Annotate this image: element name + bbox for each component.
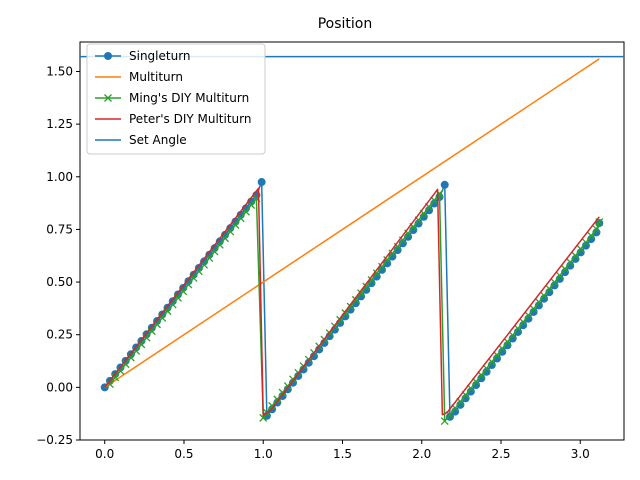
singleturn-point <box>440 180 449 189</box>
x-tick-label: 2.0 <box>412 447 431 461</box>
ming-s-diy-multiturn-point <box>561 265 569 273</box>
ming-s-diy-multiturn-point <box>487 357 496 366</box>
ming-s-diy-multiturn-point <box>121 360 130 369</box>
x-tick-label: 1.0 <box>254 447 273 461</box>
x-tick-label: 2.5 <box>491 447 510 461</box>
ming-s-diy-multiturn-point <box>346 302 355 311</box>
legend-entry-singleturn: Singleturn <box>95 49 191 63</box>
ming-s-diy-multiturn-point <box>508 331 517 340</box>
y-tick-label: 0.75 <box>46 222 73 236</box>
legend-entry-peter-s-diy-multiturn: Peter's DIY Multiturn <box>95 112 251 126</box>
legend-label: Set Angle <box>129 133 187 147</box>
ming-s-diy-multiturn-point <box>477 371 486 380</box>
ming-s-diy-multiturn-point <box>550 278 559 287</box>
ming-s-diy-multiturn-point <box>351 295 360 304</box>
legend-label: Peter's DIY Multiturn <box>129 112 251 126</box>
ming-s-diy-multiturn-point <box>519 318 528 327</box>
ming-s-diy-multiturn-point <box>498 344 507 353</box>
y-tick-label: 0.00 <box>46 380 73 394</box>
series-layer <box>80 55 624 426</box>
ming-s-diy-multiturn-point <box>513 324 522 333</box>
ming-s-diy-multiturn-point <box>362 282 371 291</box>
ming-s-diy-multiturn-point <box>576 245 585 253</box>
ming-s-diy-multiturn-point <box>493 351 501 360</box>
ming-s-diy-multiturn-point <box>116 366 125 375</box>
ming-s-diy-multiturn-point <box>503 337 512 346</box>
x-tick-label: 0.0 <box>95 447 114 461</box>
ming-s-diy-multiturn-point <box>571 251 580 260</box>
ming-s-diy-multiturn-point <box>377 262 386 271</box>
y-axis: −0.25 0.00 0.25 0.50 0.75 1.00 1.25 1.50 <box>36 64 80 447</box>
ming-s-diy-multiturn-point <box>545 284 554 293</box>
x-axis: 0.0 0.5 1.0 1.5 2.0 2.5 3.0 <box>95 440 590 461</box>
ming-s-diy-multiturn-point <box>231 221 240 229</box>
ming-s-diy-multiturn-point <box>587 231 596 240</box>
x-tick-label: 0.5 <box>174 447 193 461</box>
plot-area <box>80 55 624 426</box>
ming-s-diy-multiturn-point <box>372 269 381 278</box>
ming-s-diy-multiturn-point <box>534 298 543 307</box>
ming-s-diy-multiturn-point <box>247 201 256 209</box>
ming-s-diy-multiturn-point <box>540 291 549 300</box>
legend-entry-ming-s-diy-multiturn: Ming's DIY Multiturn <box>95 91 249 105</box>
ming-s-diy-multiturn-point <box>241 207 250 216</box>
y-tick-label: 1.50 <box>46 64 73 78</box>
ming-s-diy-multiturn-line <box>109 192 600 422</box>
ming-s-diy-multiturn-point <box>221 234 229 243</box>
ming-s-diy-multiturn-point <box>236 214 245 223</box>
ming-s-diy-multiturn-point <box>357 289 365 298</box>
y-tick-label: −0.25 <box>36 433 73 447</box>
legend-label: Singleturn <box>129 49 191 63</box>
ming-s-diy-multiturn-point <box>482 364 491 373</box>
ming-s-diy-multiturn-point <box>367 275 376 284</box>
y-tick-label: 1.25 <box>46 117 73 131</box>
ming-s-diy-multiturn-point <box>592 225 601 234</box>
ming-s-diy-multiturn-point <box>105 380 114 389</box>
legend-entry-multiturn: Multiturn <box>95 70 183 84</box>
multiturn-line <box>104 58 600 388</box>
ming-s-diy-multiturn-point <box>268 401 277 410</box>
legend: Singleturn Multiturn Ming's DIY Multiturn P… <box>86 43 266 155</box>
y-tick-label: 0.25 <box>46 328 73 342</box>
y-tick-label: 0.50 <box>46 275 73 289</box>
x-tick-label: 1.5 <box>333 447 352 461</box>
ming-s-diy-multiturn-point <box>555 271 564 280</box>
legend-marker <box>104 94 112 102</box>
ming-s-diy-multiturn-point <box>581 238 590 247</box>
ming-s-diy-multiturn-point <box>566 258 575 267</box>
x-tick-label: 3.0 <box>571 447 590 461</box>
chart-title: Position <box>318 16 373 32</box>
singleturn-point <box>445 412 454 421</box>
legend-label: Ming's DIY Multiturn <box>129 91 249 105</box>
singleturn-point <box>257 178 266 187</box>
legend-label: Multiturn <box>129 70 183 84</box>
legend-box <box>86 43 266 155</box>
ming-s-diy-multiturn-point <box>226 227 235 236</box>
axes-frame <box>79 41 625 441</box>
legend-entry-set-angle: Set Angle <box>95 133 187 147</box>
ming-s-diy-multiturn-point <box>383 255 392 264</box>
ming-s-diy-multiturn-point <box>524 311 533 320</box>
ming-s-diy-multiturn-point <box>259 413 268 422</box>
y-tick-label: 1.00 <box>46 170 73 184</box>
peter-s-diy-multiturn-line <box>104 187 600 417</box>
ming-s-diy-multiturn-point <box>529 304 538 313</box>
ming-s-diy-multiturn-point <box>111 373 120 382</box>
legend-marker <box>104 52 112 60</box>
